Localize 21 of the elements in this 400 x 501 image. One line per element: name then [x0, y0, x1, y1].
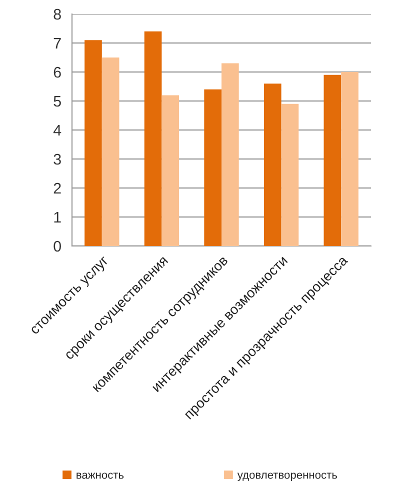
bar: [281, 104, 299, 246]
legend-label: удовлетворенность: [237, 472, 337, 481]
y-tick-label: 8: [54, 8, 61, 20]
y-tick-label: 7: [54, 38, 61, 49]
bar: [264, 84, 282, 246]
y-tick-label: 3: [54, 154, 61, 165]
bar: [341, 72, 358, 246]
bar: [102, 58, 120, 246]
bar: [144, 31, 162, 246]
y-tick-label: 1: [54, 212, 61, 223]
y-tick-label: 2: [54, 182, 61, 194]
y-tick-label: 0: [54, 240, 61, 252]
y-tick-label: 6: [54, 66, 61, 78]
y-tick-label: 4: [53, 125, 62, 136]
bar: [84, 40, 102, 246]
bar: [162, 95, 180, 246]
bar: [324, 74, 342, 246]
legend-label: важность: [76, 472, 124, 479]
bar: [222, 63, 239, 246]
y-tick-label: 5: [54, 96, 61, 107]
bar: [204, 89, 222, 246]
